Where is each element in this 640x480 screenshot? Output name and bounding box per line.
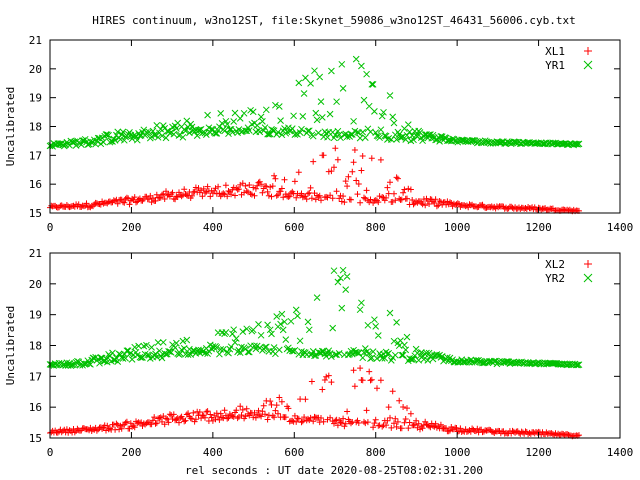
legend-marker: [584, 47, 592, 55]
plot-frame: [49, 252, 621, 439]
y-tick-label: 20: [29, 278, 42, 291]
data-points: [46, 55, 583, 215]
y-tick-label: 19: [29, 309, 42, 322]
x-tick-label: 800: [366, 446, 386, 459]
x-tick-label: 0: [47, 446, 54, 459]
x-tick-label: 1400: [607, 446, 634, 459]
y-tick-label: 21: [29, 247, 42, 260]
y-tick-label: 15: [29, 207, 42, 220]
y-tick-label: 18: [29, 340, 42, 353]
y-tick-label: 16: [29, 178, 42, 191]
y-tick-label: 21: [29, 34, 42, 47]
series-xl1: [47, 145, 582, 215]
x-tick-label: 1200: [525, 221, 552, 234]
x-tick-label: 1000: [444, 221, 471, 234]
series-markers: [47, 145, 582, 215]
legend-marker: [583, 60, 593, 70]
y-tick-label: 17: [29, 370, 42, 383]
y-tick-label: 17: [29, 149, 42, 162]
x-tick-label: 1000: [444, 446, 471, 459]
legend-marker: [584, 260, 592, 268]
legend-label: YR2: [545, 272, 565, 285]
x-tick-label: 1400: [607, 221, 634, 234]
chart-title: HIRES continuum, w3no12ST, file:Skynet_5…: [92, 14, 575, 27]
data-points: [46, 266, 583, 440]
legend-label: XL1: [545, 45, 565, 58]
legend-label: YR1: [545, 59, 565, 72]
x-axis-label: rel seconds : UT date 2020-08-25T08:02:3…: [185, 464, 483, 477]
y-tick-label: 20: [29, 63, 42, 76]
y-axis-label: Uncalibrated: [4, 87, 17, 166]
bottom-panel: 0 200 400 600 800 1000 1200 1400 15 16 17 18 19 20 21 U…: [4, 247, 633, 459]
x-tick-label: 600: [284, 221, 304, 234]
series-yr2: [46, 266, 583, 369]
y-tick-label: 19: [29, 92, 42, 105]
x-tick-label: 400: [203, 221, 223, 234]
series-markers: [47, 365, 582, 440]
legend-label: XL2: [545, 258, 565, 271]
y-tick-label: 16: [29, 401, 42, 414]
plot-frame: [49, 39, 621, 214]
top-panel: 0 200 400 600 800 1000 1200 1400 15 16 17 18 19 20 21 U…: [4, 34, 633, 234]
x-tick-label: 1200: [525, 446, 552, 459]
series-markers: [46, 266, 583, 369]
x-tick-label: 400: [203, 446, 223, 459]
y-tick-label: 18: [29, 121, 42, 134]
y-axis-label: Uncalibrated: [4, 306, 17, 385]
x-tick-label: 600: [284, 446, 304, 459]
series-xl2: [47, 365, 582, 440]
x-tick-label: 200: [121, 221, 141, 234]
y-tick-label: 15: [29, 432, 42, 445]
x-tick-label: 200: [121, 446, 141, 459]
legend-marker: [583, 273, 593, 283]
series-markers: [46, 55, 583, 150]
x-tick-label: 800: [366, 221, 386, 234]
x-tick-label: 0: [47, 221, 54, 234]
series-yr1: [46, 55, 583, 150]
